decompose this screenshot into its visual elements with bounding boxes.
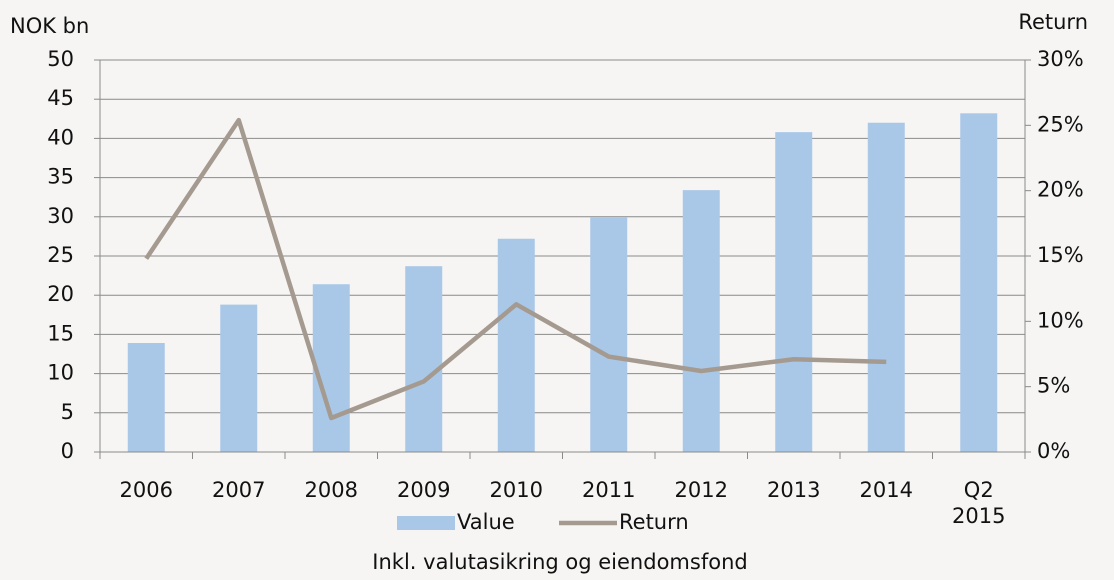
y2-tick-label: 10%	[1037, 308, 1084, 332]
y-tick-label: 20	[47, 282, 74, 306]
legend-swatch	[397, 516, 455, 530]
y-tick-label: 35	[47, 165, 74, 189]
y-tick-label: 40	[47, 125, 74, 149]
y-tick-label: 5	[61, 400, 74, 424]
x-tick-label: 2006	[119, 478, 173, 502]
y-tick-label: 0	[61, 439, 74, 463]
y-tick-label: 30	[47, 204, 74, 228]
x-tick-label: 2012	[674, 478, 728, 502]
y-tick-label: 15	[47, 321, 74, 345]
bar	[682, 190, 720, 453]
y2-axis-label: Return	[1018, 10, 1088, 34]
y-axis-label: NOK bn	[10, 14, 89, 38]
y2-tick-label: 30%	[1037, 47, 1084, 71]
bar	[127, 343, 165, 452]
bar	[590, 217, 628, 452]
x-tick-label: Q2 2015	[952, 478, 1006, 528]
x-tick-label: 2009	[397, 478, 451, 502]
y-tick-label: 25	[47, 243, 74, 267]
bar	[775, 132, 813, 453]
y2-tick-label: 25%	[1037, 112, 1084, 136]
legend-label: Return	[619, 510, 689, 534]
bar	[220, 304, 258, 452]
x-tick-label: 2007	[212, 478, 266, 502]
bar	[960, 113, 998, 452]
bar	[312, 284, 350, 452]
x-tick-label: 2010	[489, 478, 543, 502]
y2-tick-label: 15%	[1037, 243, 1084, 267]
bar	[497, 238, 535, 452]
legend-label: Value	[457, 510, 515, 534]
y-tick-label: 50	[47, 47, 74, 71]
y-tick-label: 10	[47, 361, 74, 385]
x-tick-label: 2011	[582, 478, 636, 502]
y2-tick-label: 20%	[1037, 178, 1084, 202]
x-tick-label: 2008	[304, 478, 358, 502]
bar	[405, 266, 443, 452]
x-tick-label: 2013	[767, 478, 821, 502]
x-tick-label: 2014	[859, 478, 913, 502]
y-tick-label: 45	[47, 86, 74, 110]
bar	[867, 122, 905, 452]
caption: Inkl. valutasikring og eiendomsfond	[372, 550, 747, 574]
line	[144, 117, 887, 421]
y2-tick-label: 5%	[1037, 374, 1070, 398]
y2-tick-label: 0%	[1037, 439, 1070, 463]
